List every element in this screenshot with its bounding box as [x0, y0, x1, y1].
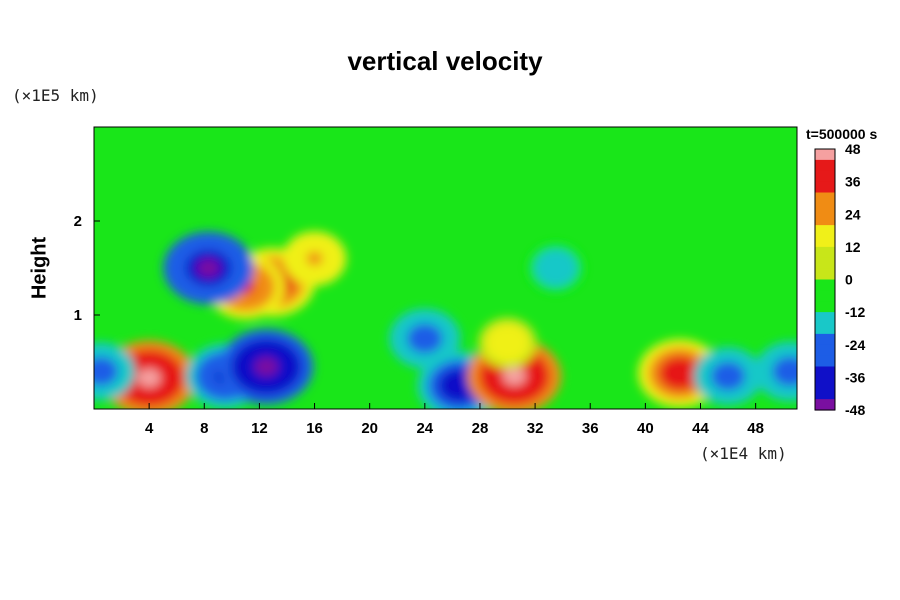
- colorbar-tick-label: 36: [845, 174, 861, 190]
- colorbar-tick-label: 12: [845, 239, 861, 255]
- x-tick-label: 16: [306, 420, 323, 437]
- x-tick-label: 8: [200, 420, 208, 437]
- colorbar-segment: [815, 149, 835, 161]
- time-label: t=500000 s: [806, 126, 878, 142]
- colorbar-tick-label: -36: [845, 369, 865, 385]
- colorbar-segment: [815, 181, 835, 194]
- x-tick-label: 44: [692, 420, 709, 437]
- feature-downdraft-12: [719, 368, 737, 384]
- feature-updraft-9: [502, 366, 527, 386]
- x-tick-label: 12: [251, 420, 268, 437]
- feature-updraft-6: [306, 251, 323, 266]
- colorbar-frame: [814, 148, 836, 411]
- feature-updraft-11: [669, 364, 691, 382]
- x-tick-label: 36: [582, 420, 599, 437]
- colorbar-tick-label: 0: [845, 272, 853, 288]
- colorbar-segment: [815, 355, 835, 368]
- colorbar-tick-label: 24: [845, 206, 861, 222]
- y-tick-label: 2: [74, 213, 82, 230]
- colorbar-segment: [815, 159, 835, 172]
- colorbar-segment: [815, 290, 835, 302]
- feature-updraft-0: [137, 368, 161, 388]
- colorbar-segment: [815, 279, 835, 291]
- colorbar-segment: [815, 301, 835, 313]
- feature-downdraft-13: [781, 363, 797, 379]
- y-unit-label: (×1E5 km): [12, 86, 99, 105]
- feature-downdraft-7: [415, 331, 434, 346]
- colorbar-segment: [815, 323, 835, 335]
- plot-frame: [93, 126, 798, 410]
- x-tick-label: 4: [145, 420, 154, 437]
- colorbar-segment: [815, 366, 835, 378]
- colorbar-segment: [815, 192, 835, 204]
- heatmap-cells: [94, 231, 797, 409]
- feature-downdraft-8: [448, 376, 470, 395]
- y-tick-label: 1: [74, 307, 82, 324]
- colorbar-segment: [815, 344, 835, 357]
- colorbar-segment: [815, 388, 835, 400]
- colorbar-segment: [815, 257, 835, 270]
- colorbar-segment: [815, 236, 835, 248]
- colorbar-tick-label: -24: [845, 337, 865, 353]
- colorbar-segment: [815, 214, 835, 226]
- x-tick-label: 20: [361, 420, 378, 437]
- colorbar-segment: [815, 203, 835, 215]
- colorbar-segment: [815, 246, 835, 259]
- x-tick-label: 48: [747, 420, 764, 437]
- feature-downdraft-15: [548, 261, 564, 275]
- x-tick-label: 28: [472, 420, 489, 437]
- feature-updraft-10: [500, 336, 515, 350]
- colorbar-segment: [815, 268, 835, 281]
- feature-downdraft-14: [94, 364, 110, 379]
- chart-title: vertical velocity: [347, 46, 543, 76]
- colorbar-tick-label: -48: [845, 402, 865, 418]
- colorbar-tick-label: -12: [845, 304, 865, 320]
- x-tick-label: 32: [527, 420, 544, 437]
- colorbar-segment: [815, 333, 835, 346]
- colorbar-segment: [815, 225, 835, 237]
- colorbar-segment: [815, 312, 835, 324]
- colorbar-segment: [815, 377, 835, 389]
- colorbar-segment: [815, 399, 835, 411]
- x-tick-label: 40: [637, 420, 654, 437]
- x-tick-label: 24: [416, 420, 433, 437]
- colorbar-segment: [815, 170, 835, 183]
- feature-downdraft-5: [197, 258, 220, 278]
- colorbar-tick-label: 48: [845, 141, 861, 157]
- x-unit-label: (×1E4 km): [700, 444, 787, 463]
- feature-downdraft-2: [254, 357, 279, 377]
